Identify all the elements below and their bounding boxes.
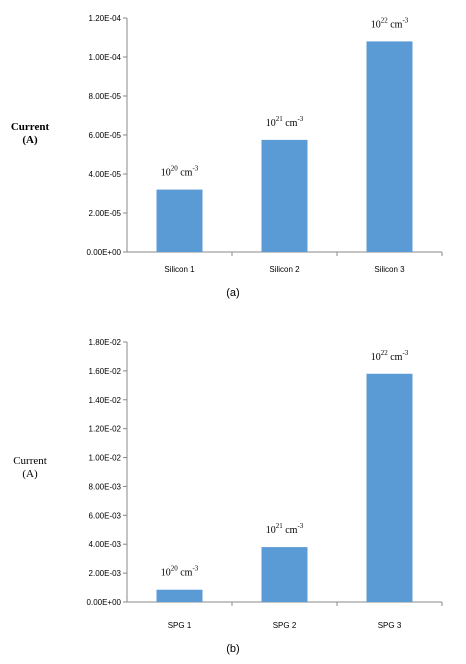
y-tick-label: 1.40E-02: [89, 396, 122, 405]
x-tick-label: Silicon 1: [164, 265, 195, 274]
x-tick-label: Silicon 3: [374, 265, 405, 274]
y-tick-label: 1.80E-02: [89, 338, 122, 347]
x-tick-label: SPG 2: [273, 621, 297, 630]
y-tick-label: 4.00E-03: [89, 540, 122, 549]
y-axis-label: (A): [22, 468, 38, 480]
data-label: 1021 cm-3: [266, 115, 304, 129]
panel-label: (b): [226, 643, 239, 655]
y-tick-label: 2.00E-05: [89, 209, 122, 218]
x-tick-label: Silicon 2: [269, 265, 300, 274]
y-tick-label: 8.00E-03: [89, 482, 122, 491]
data-label: 1022 cm-3: [371, 349, 409, 363]
y-tick-label: 0.00E+00: [87, 248, 122, 257]
y-tick-label: 1.00E-04: [89, 53, 122, 62]
y-tick-label: 1.00E-02: [89, 454, 122, 463]
data-label: 1020 cm-3: [161, 165, 199, 179]
bar: [156, 589, 203, 602]
y-tick-label: 1.20E-02: [89, 425, 122, 434]
x-tick-label: SPG 1: [168, 621, 192, 630]
y-tick-label: 8.00E-05: [89, 92, 122, 101]
y-tick-label: 1.60E-02: [89, 367, 122, 376]
y-axis-label: Current: [13, 455, 47, 467]
panel-label: (a): [226, 287, 239, 299]
bar: [261, 547, 308, 602]
bar: [366, 373, 413, 602]
x-tick-label: SPG 3: [378, 621, 402, 630]
y-tick-label: 1.20E-04: [89, 14, 122, 23]
y-tick-label: 4.00E-05: [89, 170, 122, 179]
y-tick-label: 2.00E-03: [89, 569, 122, 578]
y-axis-label: (A): [22, 134, 38, 146]
y-tick-label: 6.00E-03: [89, 511, 122, 520]
bar: [261, 139, 308, 252]
data-label: 1022 cm-3: [371, 16, 409, 30]
bar: [156, 189, 203, 252]
y-axis-label: Current: [11, 121, 50, 133]
data-label: 1020 cm-3: [161, 565, 199, 579]
data-label: 1021 cm-3: [266, 522, 304, 536]
bar: [366, 41, 413, 253]
y-tick-label: 6.00E-05: [89, 131, 122, 140]
y-tick-label: 0.00E+00: [87, 598, 122, 607]
